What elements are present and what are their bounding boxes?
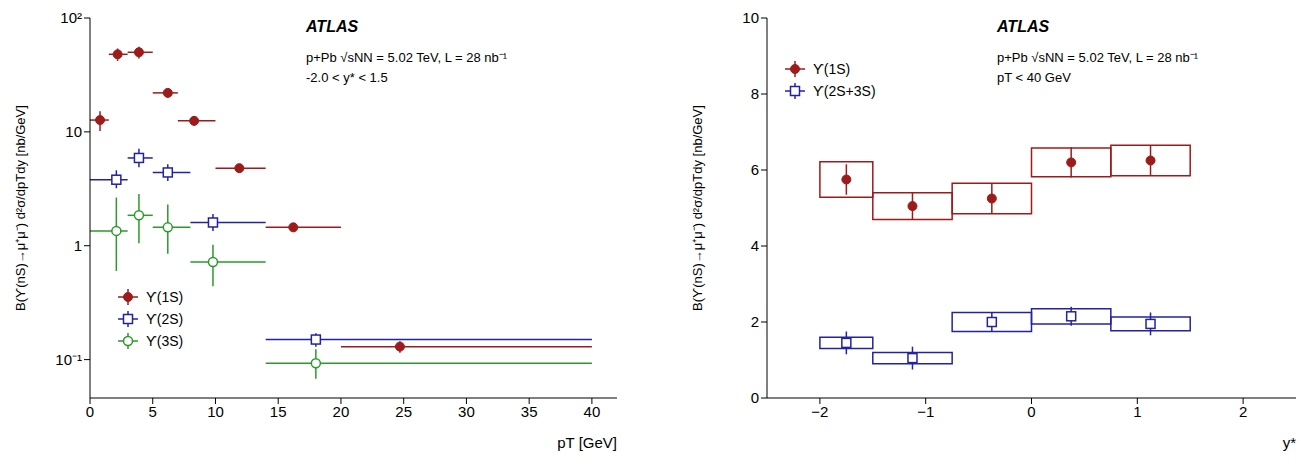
svg-text:pT [GeV]: pT [GeV] — [557, 434, 617, 451]
svg-text:y*: y* — [1283, 434, 1297, 451]
html-text:pT < 40 GeV: pT < 40 GeV — [997, 70, 1071, 85]
svg-text:25: 25 — [395, 403, 412, 420]
svg-text:1: 1 — [1133, 403, 1141, 420]
svg-text:5: 5 — [149, 403, 157, 420]
svg-text:20: 20 — [333, 403, 350, 420]
html-text:ϒ(1S): ϒ(1S) — [146, 289, 184, 305]
svg-text:6: 6 — [751, 161, 759, 178]
html-text:ϒ(1S): ϒ(1S) — [813, 61, 851, 77]
svg-text:B(ϒ(nS)→μ⁺μ⁻) d²σ/dpTdy [nb/Ge: B(ϒ(nS)→μ⁺μ⁻) d²σ/dpTdy [nb/GeV] — [690, 105, 705, 311]
svg-text:B(ϒ(nS)→μ⁺μ⁻) d²σ/dpTdy [nb/Ge: B(ϒ(nS)→μ⁺μ⁻) d²σ/dpTdy [nb/GeV] — [13, 105, 28, 311]
svg-text:0: 0 — [86, 403, 94, 420]
svg-text:−2: −2 — [811, 403, 828, 420]
svg-text:35: 35 — [521, 403, 538, 420]
svg-text:10⁻¹: 10⁻¹ — [55, 351, 82, 368]
svg-text:30: 30 — [458, 403, 475, 420]
svg-text:−1: −1 — [917, 403, 934, 420]
html-text:p+Pb √sNN = 5.02 TeV, L = 28 n: p+Pb √sNN = 5.02 TeV, L = 28 nb⁻¹ — [997, 50, 1199, 65]
svg-text:0: 0 — [751, 389, 759, 406]
html-text:ϒ(2S): ϒ(2S) — [146, 311, 184, 327]
svg-text:0: 0 — [1027, 403, 1035, 420]
html-text:p+Pb √sNN = 5.02 TeV, L = 28 n: p+Pb √sNN = 5.02 TeV, L = 28 nb⁻¹ — [306, 50, 508, 65]
html-text:ϒ(3S): ϒ(3S) — [146, 333, 184, 349]
svg-text:2: 2 — [751, 313, 759, 330]
svg-text:10: 10 — [65, 123, 82, 140]
svg-text:10²: 10² — [60, 9, 82, 26]
html-text:-2.0 < y* < 1.5: -2.0 < y* < 1.5 — [306, 70, 388, 85]
svg-text:15: 15 — [270, 403, 287, 420]
svg-text:4: 4 — [751, 237, 759, 254]
html-text:ϒ(2S+3S): ϒ(2S+3S) — [813, 83, 876, 99]
svg-text:2: 2 — [1239, 403, 1247, 420]
html-text:ATLAS: ATLAS — [997, 18, 1050, 35]
svg-text:10: 10 — [742, 9, 759, 26]
html-text:ATLAS: ATLAS — [306, 18, 359, 35]
svg-text:1: 1 — [74, 237, 82, 254]
svg-text:10: 10 — [207, 403, 224, 420]
svg-text:8: 8 — [751, 85, 759, 102]
svg-text:40: 40 — [584, 403, 601, 420]
